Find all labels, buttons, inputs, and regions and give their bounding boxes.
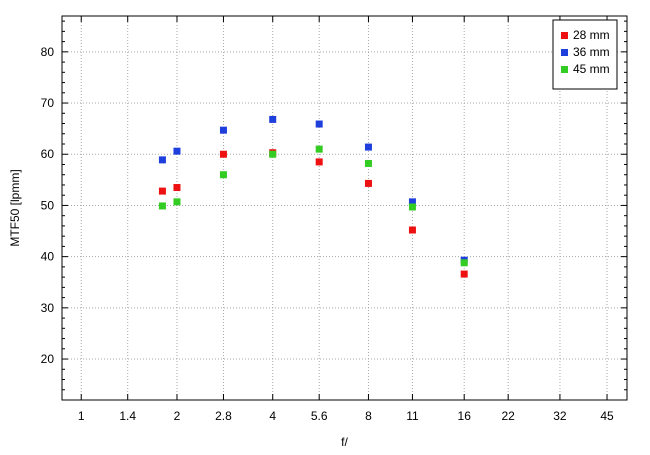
grid-lines: [62, 16, 627, 400]
y-tick-label: 20: [41, 352, 55, 366]
data-point-45mm: [460, 259, 468, 267]
legend-label: 36 mm: [573, 45, 610, 59]
data-point-45mm: [315, 145, 323, 153]
legend-label: 28 mm: [573, 28, 610, 42]
y-axis-title: MTF50 [lpmm]: [8, 169, 22, 246]
data-point-36mm: [408, 198, 416, 206]
data-point-45mm: [364, 159, 372, 167]
x-axis-title: f/: [341, 435, 348, 449]
x-tick-label: 2: [174, 409, 181, 423]
legend-swatch: [561, 32, 568, 39]
y-tick-label: 50: [41, 198, 55, 212]
legend-swatch: [561, 49, 568, 56]
data-point-28mm: [460, 270, 468, 278]
x-tick-label: 8: [365, 409, 372, 423]
y-tick-label: 80: [41, 45, 55, 59]
legend-label: 45 mm: [573, 62, 610, 76]
data-point-45mm: [158, 202, 166, 210]
data-point-45mm: [219, 171, 227, 179]
x-tick-label: 1: [78, 409, 85, 423]
legend-swatch: [561, 66, 568, 73]
x-tick-label: 22: [502, 409, 516, 423]
x-tick-label: 45: [600, 409, 614, 423]
x-tick-label: 2.8: [215, 409, 232, 423]
data-point-45mm: [269, 150, 277, 158]
data-point-28mm: [315, 158, 323, 166]
data-point-36mm: [158, 156, 166, 164]
legend: 28 mm 36 mm 45 mm: [552, 19, 618, 90]
data-point-36mm: [173, 147, 181, 155]
x-tick-label: 4: [269, 409, 276, 423]
data-point-28mm: [219, 150, 227, 158]
x-tick-label: 1.4: [119, 409, 136, 423]
y-tick-label: 60: [41, 147, 55, 161]
y-tick-label: 30: [41, 301, 55, 315]
data-point-28mm: [408, 226, 416, 234]
x-tick-label: 16: [458, 409, 472, 423]
data-point-36mm: [364, 143, 372, 151]
data-point-36mm: [269, 115, 277, 123]
data-point-36mm: [219, 126, 227, 134]
x-tick-label: 11: [406, 409, 419, 423]
axes: 20 30 40 50 60 70 80 1 1.4 2 2.8 4 5.6 8 11 16 22 32 45: [41, 15, 628, 423]
data-point-28mm: [158, 187, 166, 195]
plot-frame: [61, 15, 628, 401]
data-point-28mm: [364, 179, 372, 187]
y-tick-label: 70: [41, 96, 55, 110]
x-tick-label: 32: [553, 409, 567, 423]
data-points: [158, 115, 468, 278]
data-point-45mm: [173, 198, 181, 206]
y-tick-label: 40: [41, 250, 55, 264]
data-point-28mm: [173, 184, 181, 192]
data-point-45mm: [408, 203, 416, 211]
data-point-36mm: [315, 120, 323, 128]
x-tick-label: 5.6: [311, 409, 328, 423]
